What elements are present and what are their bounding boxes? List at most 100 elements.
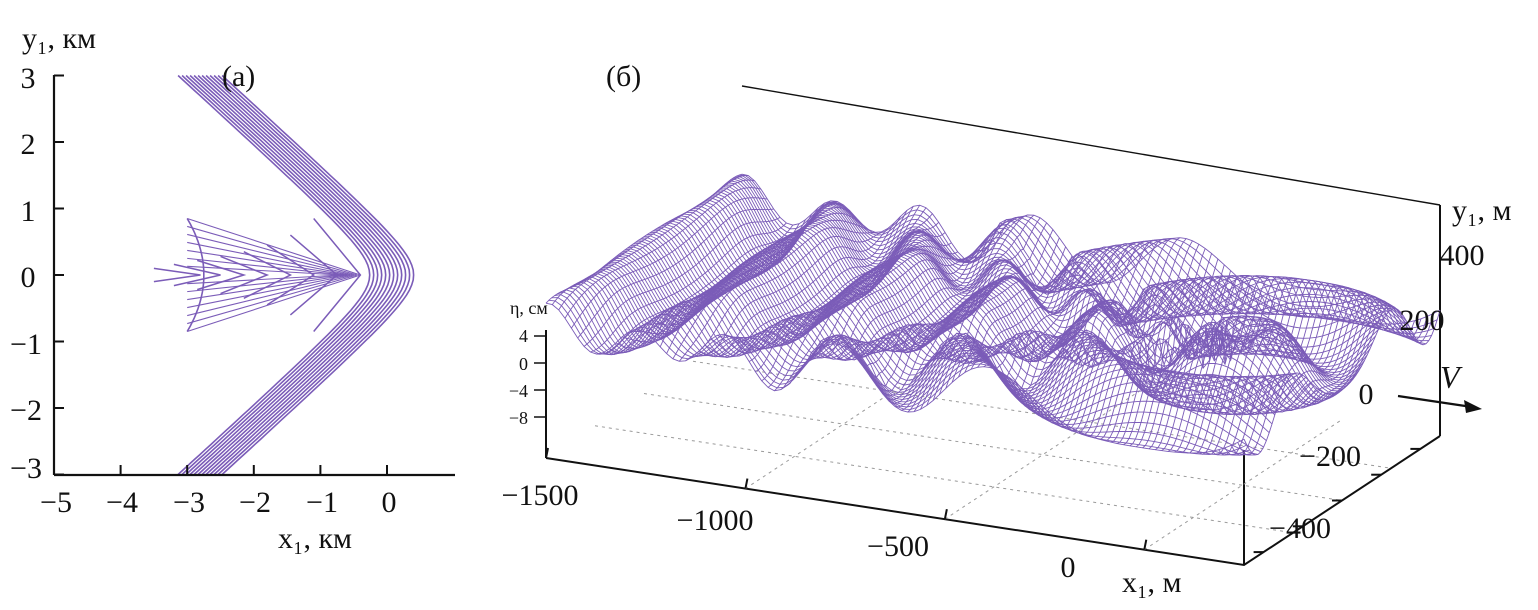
surface-column xyxy=(691,228,889,358)
surface-column xyxy=(659,207,857,347)
x-tick xyxy=(545,447,549,459)
surface-column xyxy=(551,175,749,305)
panel-a-ytick-label: 2 xyxy=(21,128,36,161)
ray-chevron xyxy=(313,218,362,332)
x-tick xyxy=(744,478,749,489)
surface-column xyxy=(1098,275,1295,440)
surface-column xyxy=(640,200,838,331)
floor-grid-line xyxy=(643,393,1343,501)
surface-column xyxy=(748,230,946,362)
ray-chevron xyxy=(153,267,201,283)
panel-a-ytick-label: −2 xyxy=(10,394,42,427)
surface-column xyxy=(793,247,990,380)
ray-line xyxy=(187,265,341,276)
panel-b-ztick-label: 0 xyxy=(519,354,528,374)
surface-column xyxy=(1021,258,1219,417)
surface-column xyxy=(907,258,1104,413)
surface-column xyxy=(951,241,1149,383)
surface-column xyxy=(590,222,787,353)
panel-b-ytick-label: 200 xyxy=(1400,304,1445,337)
panel-b-ticks xyxy=(534,335,1421,554)
surface-column xyxy=(1091,275,1289,439)
surface-column xyxy=(1237,305,1435,456)
panel-b-y-axis-label: y₁, м xyxy=(1452,194,1511,227)
surface-column xyxy=(1110,276,1308,443)
ray-line xyxy=(187,274,348,301)
surface-column xyxy=(577,208,774,339)
ray-line xyxy=(187,274,351,309)
panel-a-y-ticks xyxy=(54,74,64,476)
surface-column xyxy=(571,197,768,329)
wavefront-curve xyxy=(177,74,371,476)
surface-column xyxy=(881,264,1079,400)
surface-column xyxy=(628,202,825,335)
surface-column xyxy=(1224,300,1422,456)
surface-column xyxy=(767,239,965,388)
surface-column xyxy=(938,244,1136,395)
surface-column xyxy=(812,222,1009,361)
panel-a-ytick-label: −3 xyxy=(10,452,42,485)
surface-column xyxy=(1104,275,1301,442)
panel-a-x-ticks xyxy=(53,465,388,475)
wavefront-curve xyxy=(209,74,403,476)
surface-column xyxy=(609,219,806,354)
ray-line xyxy=(187,274,354,317)
surface-column xyxy=(583,216,781,347)
panel-a-ytick-label: −1 xyxy=(10,328,42,361)
ray-line xyxy=(187,274,344,293)
surface-column xyxy=(1180,287,1377,454)
panel-a-ytick-label: 1 xyxy=(21,195,36,228)
wavefront-curve xyxy=(221,74,415,476)
surface-column xyxy=(1015,253,1213,414)
surface-column xyxy=(1167,284,1365,452)
surface-column xyxy=(875,255,1073,396)
surface-column xyxy=(1085,275,1282,437)
velocity-label: V xyxy=(1440,359,1463,395)
surface-column xyxy=(786,253,984,386)
surface-column xyxy=(1002,244,1200,409)
surface-column xyxy=(1243,308,1441,456)
surface-column xyxy=(1008,248,1206,412)
panel-b-xtick-label: 0 xyxy=(1061,551,1076,584)
surface-column xyxy=(1129,278,1327,447)
surface-column xyxy=(1065,275,1263,432)
ray-line xyxy=(187,274,358,325)
panel-b-ztick-label: 4 xyxy=(519,326,528,346)
surface-column xyxy=(1148,280,1346,450)
surface-column xyxy=(894,275,1092,408)
surface-column xyxy=(1027,264,1225,420)
surface-column xyxy=(996,240,1193,406)
panel-b-ytick-label: 400 xyxy=(1440,239,1485,272)
panel-a-label: (а) xyxy=(222,60,255,93)
wavefront-curve xyxy=(217,74,411,476)
ray-envelope xyxy=(186,218,205,332)
surface-column xyxy=(1230,302,1428,456)
surface-column xyxy=(558,179,755,311)
surface-column xyxy=(913,253,1111,412)
surface-column xyxy=(596,224,794,355)
panel-b-xtick-label: −500 xyxy=(867,530,929,563)
wavefront-curve xyxy=(197,74,391,476)
panel-b-ztick-label: −8 xyxy=(509,408,528,428)
panel-b-ztick-label: −4 xyxy=(509,381,528,401)
panel-a-ytick-label: 3 xyxy=(21,62,36,95)
panel-a-xtick-label: −5 xyxy=(40,486,72,519)
surface-column xyxy=(1174,285,1371,453)
surface-column xyxy=(736,213,933,344)
x-tick xyxy=(1143,539,1148,550)
ray-line xyxy=(187,257,344,276)
panel-a-xtick-label: 0 xyxy=(382,486,397,519)
ray-chevron xyxy=(173,263,221,287)
panel-b-ytick-label: −400 xyxy=(1269,512,1331,545)
panel-b-x-axis-label: x₁, м xyxy=(1122,566,1181,599)
surface-column xyxy=(1193,290,1390,455)
surface-column xyxy=(653,203,851,341)
surface-column xyxy=(678,227,876,362)
panel-b-label: (б) xyxy=(606,60,641,93)
panel-a-xtick-label: −3 xyxy=(173,486,205,519)
surface-column xyxy=(717,206,914,354)
floor-grid-line xyxy=(692,360,1392,469)
surface-column xyxy=(704,216,901,358)
surface-column xyxy=(564,187,762,319)
